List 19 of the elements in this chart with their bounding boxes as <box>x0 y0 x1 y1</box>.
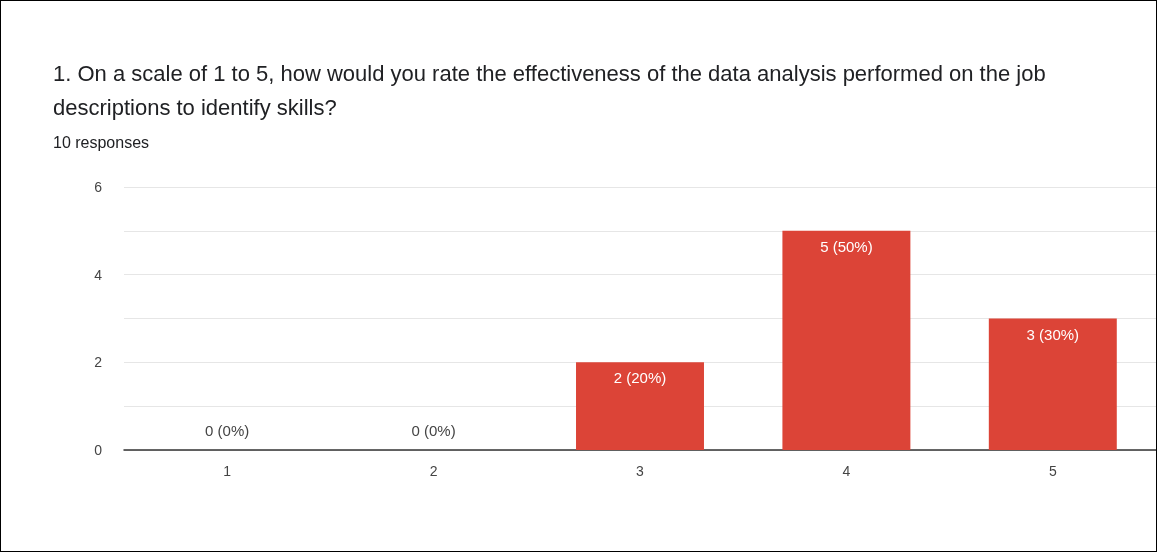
data-label: 2 (20%) <box>613 369 667 387</box>
bar <box>576 362 704 450</box>
x-tick-label: 1 <box>223 463 232 479</box>
chart-subtitle: 10 responses <box>53 133 150 151</box>
chart-title: 1. On a scale of 1 to 5, how would you rate the effectiveness of the data analysis performed on the job descriptions to identify skills? <box>53 60 1052 120</box>
x-tick-label: 2 <box>429 463 438 479</box>
data-label: 0 (0%) <box>411 422 456 439</box>
y-tick-label: 0 <box>94 442 103 458</box>
x-tick-label: 5 <box>1048 463 1057 479</box>
y-tick-label: 2 <box>94 354 103 371</box>
bar <box>988 318 1117 450</box>
y-tick-label: 6 <box>94 179 103 195</box>
x-tick-label: 4 <box>842 463 851 479</box>
bar <box>782 230 911 450</box>
x-tick-label: 3 <box>636 463 645 479</box>
data-label: 0 (0%) <box>205 422 250 439</box>
y-tick-label: 4 <box>94 266 103 283</box>
data-label: 5 (50%) <box>820 237 873 255</box>
data-label: 3 (30%) <box>1026 325 1080 343</box>
